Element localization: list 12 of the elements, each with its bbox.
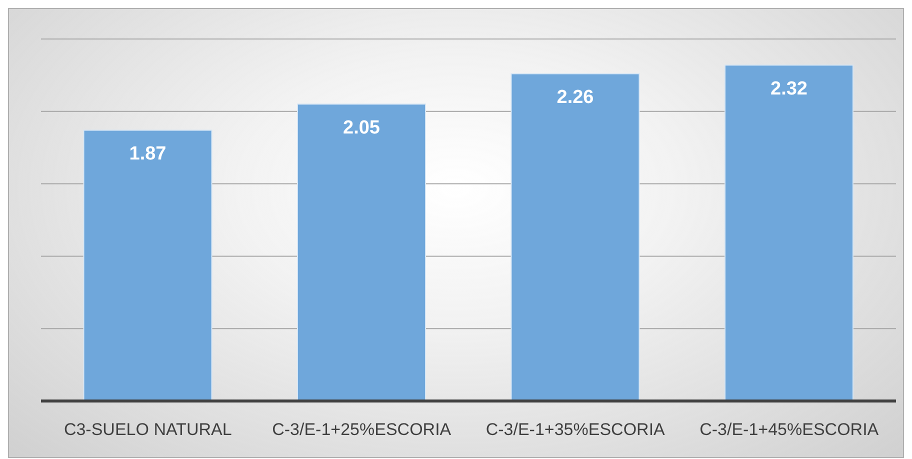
x-tick-label: C-3/E-1+35%ESCORIA xyxy=(486,420,666,440)
data-label: 2.26 xyxy=(556,87,594,108)
x-tick-label: C-3/E-1+45%ESCORIA xyxy=(700,420,880,440)
data-label: 2.05 xyxy=(343,118,380,139)
bar xyxy=(297,104,426,401)
bar xyxy=(724,64,854,401)
data-label: 2.32 xyxy=(770,78,808,100)
x-tick-label: C-3/E-1+25%ESCORIA xyxy=(272,420,452,440)
x-tick-label: C3-SUELO NATURAL xyxy=(64,420,232,440)
bar xyxy=(510,73,640,401)
bar xyxy=(83,130,212,401)
data-label: 1.87 xyxy=(129,144,166,165)
